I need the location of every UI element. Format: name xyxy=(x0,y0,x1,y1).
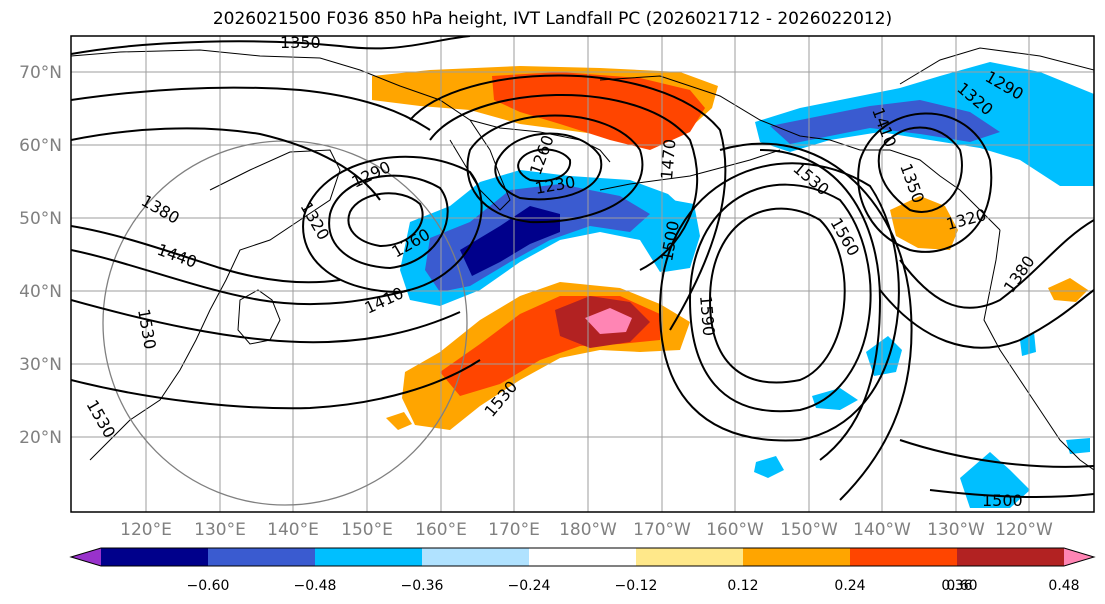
shade-pink-south xyxy=(585,308,632,334)
colorbar-tick-label: 0.36 xyxy=(941,578,972,594)
low-center-w2 xyxy=(328,174,449,270)
shade-orange-e xyxy=(1048,278,1088,302)
colorbar-labels: −0.60 −0.48 −0.36 −0.24 −0.12 0.12 0.24 … xyxy=(187,578,1080,594)
latitude-labels: 70°N 60°N 50°N 40°N 30°N 20°N xyxy=(19,63,62,448)
contour-1410-w xyxy=(71,127,381,201)
colorbar-tick-label: −0.36 xyxy=(401,578,444,594)
colorbar-segment xyxy=(208,548,316,566)
colorbar-tick-label: −0.12 xyxy=(615,578,658,594)
longitude-labels: 120°E 130°E 140°E 150°E 160°E 170°E 180°… xyxy=(120,520,1053,540)
low-center-w1 xyxy=(347,192,424,248)
contour-1380-e xyxy=(899,219,1094,309)
lon-label: 130°E xyxy=(194,520,246,540)
contour-label: 1590 xyxy=(696,295,718,337)
lat-label: 30°N xyxy=(19,355,62,375)
coast-kamchatka xyxy=(449,119,511,211)
coast-alaska xyxy=(599,75,1001,231)
low-center-n1 xyxy=(517,148,572,182)
coast-north-america xyxy=(983,229,1094,471)
lat-label: 70°N xyxy=(19,63,62,83)
colorbar-tick-label: 0.48 xyxy=(1048,578,1079,594)
coast-aleutians xyxy=(599,149,781,191)
lon-label: 180°W xyxy=(559,520,617,540)
colorbar-tick-label: 0.24 xyxy=(834,578,865,594)
lon-label: 150°E xyxy=(341,520,393,540)
colorbar-tick-label: −0.48 xyxy=(294,578,337,594)
lon-label: 170°W xyxy=(633,520,691,540)
coastlines xyxy=(71,47,1094,471)
height-contours xyxy=(71,36,1094,501)
colorbar-tick-label: −0.24 xyxy=(508,578,551,594)
lon-label: 160°E xyxy=(415,520,467,540)
contour-1500-w xyxy=(71,299,461,344)
lat-label: 50°N xyxy=(19,209,62,229)
colorbar-segment xyxy=(636,548,744,566)
contour-1500-se xyxy=(929,489,1094,498)
lat-label: 60°N xyxy=(19,136,62,156)
shade-lightblue-se2 xyxy=(812,388,858,410)
lon-label: 120°E xyxy=(120,520,172,540)
colorbar-tick-label: 0.60 xyxy=(946,578,977,594)
colorbar-segment xyxy=(1064,548,1094,566)
shade-orange-ne xyxy=(890,196,958,250)
contour-1500-n xyxy=(409,74,727,331)
contour-1410-e xyxy=(879,289,1094,349)
contour-1470-w xyxy=(71,249,411,306)
colorbar-segment xyxy=(957,548,1065,566)
colorbar-tick-label: −0.60 xyxy=(187,578,230,594)
map-title: 2026021500 F036 850 hPa height, IVT Land… xyxy=(212,9,893,29)
contour-label: 1500 xyxy=(982,491,1023,510)
colorbar-segment xyxy=(71,548,101,566)
contour-1470-se xyxy=(899,439,1094,468)
contour-1440 xyxy=(71,225,341,284)
shade-navy-west xyxy=(460,206,560,276)
lon-label: 130°W xyxy=(927,520,985,540)
colorbar-segment xyxy=(850,548,958,566)
contour-1380 xyxy=(71,86,431,131)
coast-japan xyxy=(237,289,281,345)
coast-asia-north xyxy=(71,49,611,163)
shade-lightblue-se5 xyxy=(1066,438,1090,454)
lon-label: 150°W xyxy=(780,520,838,540)
contour-label: 1470 xyxy=(657,138,679,180)
colorbar-outline xyxy=(69,547,1096,567)
ne-low-1 xyxy=(877,126,963,213)
colorbar-tick-label: 0.12 xyxy=(727,578,758,594)
contour-label: 1350 xyxy=(280,33,321,52)
ne-low-2 xyxy=(857,112,993,253)
low-center-n2 xyxy=(494,132,603,201)
map-frame xyxy=(70,35,1095,513)
contour-1560 xyxy=(759,149,882,461)
shade-lightblue-se3 xyxy=(754,456,784,478)
contour-1530-e xyxy=(719,142,913,501)
contour-1530-w xyxy=(71,359,481,410)
contour-1350 xyxy=(71,36,471,55)
colorbar-segment xyxy=(743,548,851,566)
colorbar xyxy=(69,547,1096,567)
lon-label: 140°E xyxy=(267,520,319,540)
contour-1470-n xyxy=(429,94,699,271)
colorbar-segment xyxy=(101,548,209,566)
lon-label: 120°W xyxy=(995,520,1053,540)
coast-arctic-ne xyxy=(899,47,1094,85)
colorbar-segment xyxy=(422,548,530,566)
colorbar-segment xyxy=(529,548,637,566)
lon-label: 160°W xyxy=(706,520,764,540)
shade-orange-small-w xyxy=(386,412,412,430)
high-center-3 xyxy=(658,162,900,442)
low-center-w3 xyxy=(302,155,483,294)
graticule xyxy=(71,36,1094,512)
shade-red-north xyxy=(492,72,705,150)
colorbar-segment xyxy=(315,548,423,566)
lat-label: 40°N xyxy=(19,282,62,302)
lat-label: 20°N xyxy=(19,428,62,448)
coast-asia-east xyxy=(89,149,341,461)
high-center-1 xyxy=(708,207,846,384)
lon-label: 140°W xyxy=(853,520,911,540)
high-center-2 xyxy=(688,183,872,413)
lon-label: 170°E xyxy=(488,520,540,540)
low-center-n3 xyxy=(466,114,644,224)
